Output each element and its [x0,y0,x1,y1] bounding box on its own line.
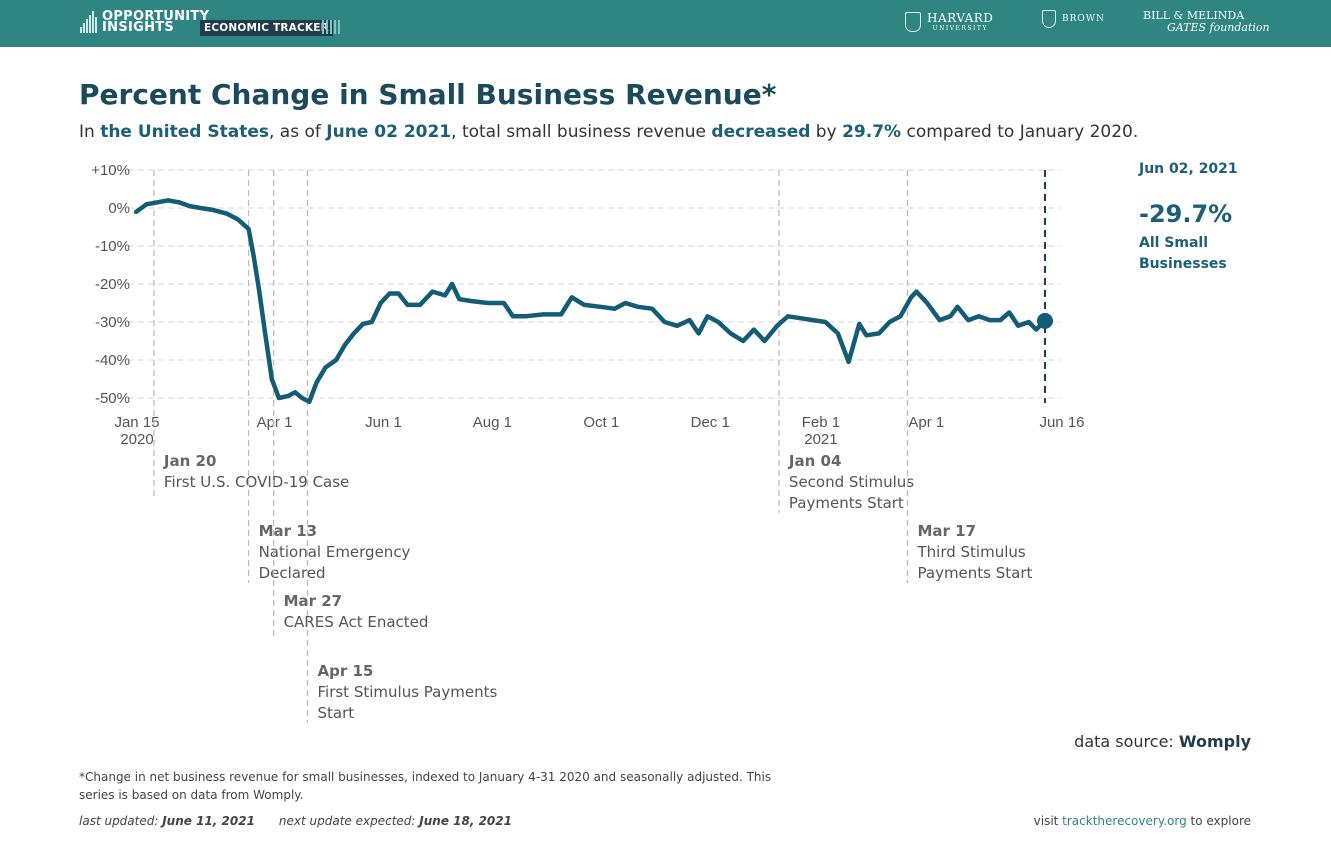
harvard-sub: UNIVERSITY [932,25,988,32]
event-description: National Emergency [259,543,411,561]
event-date: Jan 04 [788,452,841,470]
x-tick-label: Oct 1 [583,414,619,431]
event-description: Payments Start [918,564,1033,582]
x-tick-label: Dec 1 [691,414,730,431]
x-tick-sublabel: 2021 [804,431,837,448]
data-source: data source: Womply [1074,732,1251,751]
harvard-name: HARVARD [927,11,994,25]
current-date: Jun 02, 2021 [1139,161,1238,177]
subtitle-mid2: , total small business revenue [451,122,712,142]
pct-value: 29.7% [842,122,902,142]
bars-icon [80,11,98,33]
x-tick-label: Apr 1 [257,414,293,431]
update-info: last updated: June 11, 2021 next update e… [79,814,512,828]
gates-line2: GATES foundation [1167,21,1270,34]
harvard-logo[interactable]: HARVARD UNIVERSITY [905,11,993,32]
brown-name: BROWN [1062,14,1105,24]
event-description: CARES Act Enacted [284,613,429,631]
visit-link: visit trackthe­recovery.org to explore [1034,814,1251,828]
tracker-site-link[interactable]: trackthe­recovery.org [1062,814,1187,828]
crest-icon [1042,10,1056,28]
event-date: Mar 13 [259,522,318,540]
direction-value: decreased [711,122,811,142]
footnote: *Change in net business revenue for smal… [79,770,772,802]
source-name[interactable]: Womply [1178,732,1251,751]
event-description: Declared [259,564,326,582]
opportunity-insights-logo[interactable]: OPPORTUNITY INSIGHTS [80,9,210,35]
series-line-all-small-businesses [133,198,1048,405]
y-tick-label: -50% [95,390,130,407]
event-description: Start [318,704,355,722]
region-selector[interactable]: the United States [100,122,269,142]
series-label: All Small Businesses [1139,235,1227,272]
current-value: -29.7% [1139,200,1233,228]
gates-foundation-logo[interactable]: BILL & MELINDA GATES foundation [1143,10,1270,34]
brown-logo[interactable]: BROWN [1042,10,1105,28]
x-tick-label: Apr 1 [908,414,944,431]
x-tick-label: Feb 1 [802,414,840,431]
event-description: First Stimulus Payments [318,683,498,701]
y-tick-label: -40% [95,352,130,369]
subtitle-suffix: compared to January 2020. [901,122,1139,142]
y-tick-label: +10% [91,162,130,179]
event-date: Jan 20 [163,452,216,470]
brand-line2: INSIGHTS [102,20,175,35]
subtitle: In the United States, as of June 02 2021… [79,122,1138,142]
event-date: Mar 27 [284,592,343,610]
gates-line1: BILL & MELINDA [1143,9,1245,22]
header-bar: OPPORTUNITY INSIGHTS ECONOMIC TRACKER HA… [0,0,1331,47]
stripes-icon [322,20,340,34]
event-description: Third Stimulus [917,543,1026,561]
event-description: First U.S. COVID-19 Case [164,473,349,491]
y-tick-label: -10% [95,238,130,255]
x-tick-label: Jun 1 [365,414,402,431]
subtitle-prefix: In [79,122,101,142]
x-tick-label: Aug 1 [473,414,512,431]
y-tick-label: -20% [95,276,130,293]
last-updated-date: June 11, 2021 [162,814,255,828]
page-title: Percent Change in Small Business Revenue… [79,78,777,111]
source-prefix: data source: [1074,732,1179,751]
x-tick-label: Jan 15 [114,414,159,431]
event-date: Mar 17 [918,522,977,540]
subtitle-mid1: , as of [268,122,327,142]
brand-line1: OPPORTUNITY [102,9,210,24]
last-updated-label: last updated: [79,814,163,828]
event-date: Apr 15 [318,662,374,680]
x-tick-label: Jun 16 [1039,414,1084,431]
next-update-label: next update expected: [278,814,420,828]
visit-suffix: to explore [1186,814,1251,828]
shield-icon [905,11,921,32]
event-description: Second Stimulus [789,473,914,491]
date-value: June 02 2021 [326,122,452,142]
visit-prefix: visit [1033,814,1063,828]
subtitle-mid3: by [810,122,843,142]
y-tick-label: 0% [108,200,130,217]
event-description: Payments Start [789,494,904,512]
y-tick-label: -30% [95,314,130,331]
next-update-date: June 18, 2021 [419,814,512,828]
economic-tracker-badge[interactable]: ECONOMIC TRACKER [200,20,333,36]
x-tick-sublabel: 2020 [120,431,153,448]
current-point-marker [1037,312,1053,329]
